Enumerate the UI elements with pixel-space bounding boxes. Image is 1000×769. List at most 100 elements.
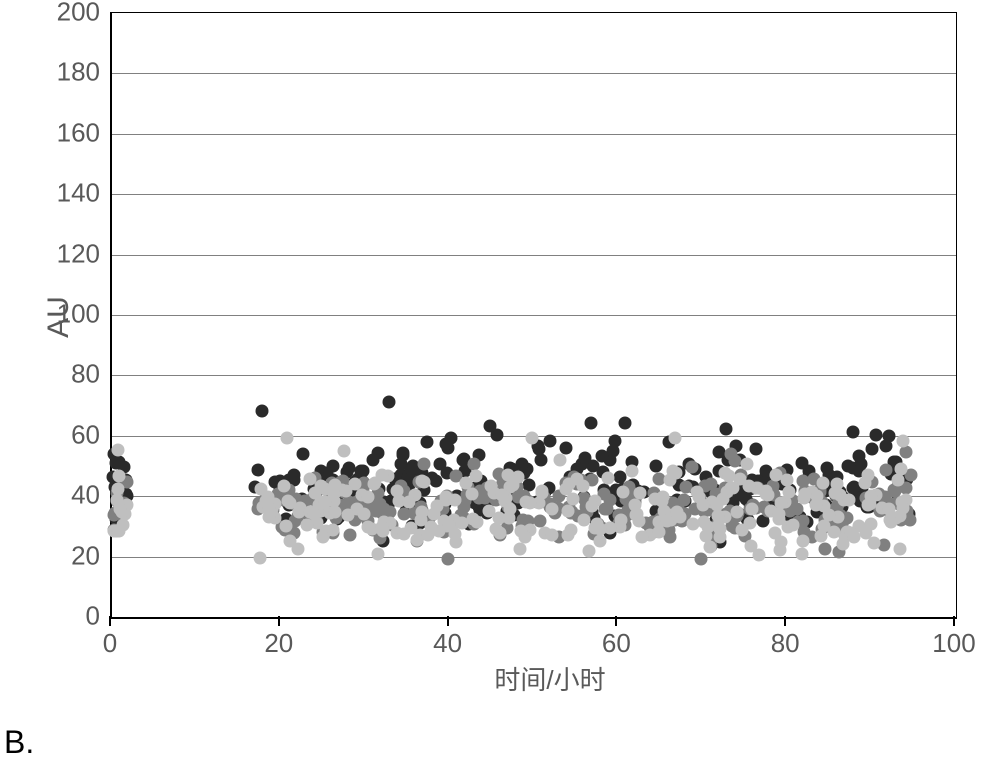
xtick-label: 20	[264, 628, 293, 659]
scatter-point-light	[759, 485, 772, 498]
scatter-point-light	[515, 524, 528, 537]
xtick-mark	[615, 616, 617, 626]
scatter-point-light	[629, 508, 642, 521]
gridline-h	[112, 255, 956, 256]
scatter-point-light	[586, 499, 599, 512]
scatter-point-light	[897, 434, 910, 447]
scatter-point-light	[723, 469, 736, 482]
gridline-h	[112, 557, 956, 558]
scatter-point-light	[635, 530, 648, 543]
scatter-point-light	[562, 528, 575, 541]
scatter-point-dark	[618, 416, 631, 429]
scatter-point-mid	[677, 494, 690, 507]
scatter-point-light	[713, 522, 726, 535]
scatter-point-light	[862, 499, 875, 512]
ytick-label: 60	[0, 419, 100, 450]
xtick-mark	[278, 616, 280, 626]
scatter-point-light	[616, 485, 629, 498]
scatter-point-light	[372, 548, 385, 561]
scatter-point-light	[375, 520, 388, 533]
scatter-point-dark	[405, 462, 418, 475]
ytick-label: 200	[0, 0, 100, 28]
xtick-label: 100	[932, 628, 975, 659]
scatter-point-light	[553, 453, 566, 466]
scatter-point-light	[361, 490, 374, 503]
scatter-point-dark	[720, 422, 733, 435]
scatter-point-light	[449, 493, 462, 506]
scatter-point-dark	[252, 463, 265, 476]
gridline-h	[112, 315, 956, 316]
scatter-point-light	[577, 479, 590, 492]
scatter-point-dark	[288, 468, 301, 481]
scatter-point-light	[897, 501, 910, 514]
scatter-point-light	[404, 521, 417, 534]
scatter-point-light	[514, 543, 527, 556]
scatter-point-light	[745, 539, 758, 552]
xtick-mark	[109, 616, 111, 626]
gridline-h	[112, 73, 956, 74]
scatter-point-light	[263, 501, 276, 514]
scatter-point-light	[583, 544, 596, 557]
scatter-point-light	[496, 488, 509, 501]
scatter-point-light	[704, 540, 717, 553]
ytick-label: 120	[0, 238, 100, 269]
scatter-point-light	[726, 481, 739, 494]
ytick-label: 140	[0, 178, 100, 209]
scatter-point-light	[745, 502, 758, 515]
scatter-point-light	[731, 506, 744, 519]
scatter-point-dark	[440, 437, 453, 450]
scatter-point-dark	[434, 457, 447, 470]
ytick-label: 80	[0, 359, 100, 390]
scatter-point-light	[891, 473, 904, 486]
chart-wrapper: 020406080100120140160180200 020406080100…	[0, 0, 1000, 769]
scatter-point-light	[301, 519, 314, 532]
scatter-point-dark	[585, 416, 598, 429]
scatter-point-light	[328, 478, 341, 491]
scatter-point-light	[425, 520, 438, 533]
ytick-label: 20	[0, 540, 100, 571]
scatter-point-light	[861, 469, 874, 482]
xtick-label: 0	[103, 628, 117, 659]
scatter-point-dark	[366, 454, 379, 467]
scatter-point-light	[827, 526, 840, 539]
scatter-point-light	[501, 469, 514, 482]
scatter-point-dark	[796, 457, 809, 470]
scatter-point-light	[669, 431, 682, 444]
scatter-point-dark	[296, 448, 309, 461]
scatter-point-dark	[596, 450, 609, 463]
scatter-point-light	[277, 480, 290, 493]
scatter-point-light	[284, 535, 297, 548]
scatter-point-light	[418, 476, 431, 489]
ytick-label: 40	[0, 480, 100, 511]
scatter-point-light	[255, 483, 268, 496]
xtick-label: 60	[602, 628, 631, 659]
scatter-point-light	[602, 471, 615, 484]
scatter-point-mid	[467, 457, 480, 470]
gridline-h	[112, 134, 956, 135]
scatter-point-light	[633, 486, 646, 499]
scatter-point-light	[671, 506, 684, 519]
scatter-point-dark	[382, 395, 395, 408]
xtick-mark	[447, 616, 449, 626]
scatter-point-light	[740, 458, 753, 471]
scatter-point-light	[546, 502, 559, 515]
scatter-point-light	[859, 526, 872, 539]
scatter-point-dark	[544, 435, 557, 448]
scatter-point-light	[341, 509, 354, 522]
gridline-h	[112, 194, 956, 195]
scatter-point-light	[670, 466, 683, 479]
scatter-point-light	[503, 503, 516, 516]
scatter-point-light	[698, 516, 711, 529]
scatter-point-light	[545, 529, 558, 542]
scatter-point-dark	[865, 442, 878, 455]
scatter-point-mid	[694, 552, 707, 565]
scatter-point-dark	[879, 440, 892, 453]
scatter-point-mid	[880, 464, 893, 477]
scatter-point-light	[279, 520, 292, 533]
scatter-point-light	[830, 478, 843, 491]
scatter-point-light	[455, 516, 468, 529]
scatter-point-dark	[846, 481, 859, 494]
scatter-point-light	[403, 495, 416, 508]
xtick-label: 40	[433, 628, 462, 659]
scatter-point-dark	[749, 443, 762, 456]
